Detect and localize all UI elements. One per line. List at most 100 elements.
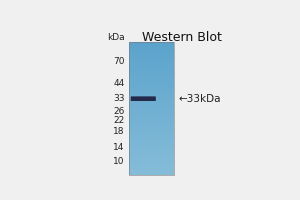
- Text: 22: 22: [113, 116, 125, 125]
- Bar: [129, 88, 173, 89]
- Text: Western Blot: Western Blot: [142, 31, 222, 44]
- Bar: [129, 148, 173, 149]
- Bar: [129, 112, 173, 113]
- Bar: [129, 96, 173, 97]
- Bar: [129, 137, 173, 138]
- Bar: [129, 126, 173, 127]
- Bar: [129, 133, 173, 134]
- Bar: [129, 79, 173, 80]
- Bar: [129, 62, 173, 63]
- Bar: [129, 149, 173, 150]
- Bar: [129, 45, 173, 46]
- Bar: [129, 116, 173, 117]
- Bar: [129, 89, 173, 90]
- FancyBboxPatch shape: [131, 96, 156, 101]
- Bar: [129, 94, 173, 95]
- Bar: [129, 168, 173, 169]
- Bar: [129, 132, 173, 133]
- Bar: [129, 104, 173, 105]
- Bar: [129, 125, 173, 126]
- Text: 33: 33: [113, 94, 125, 103]
- Bar: [129, 120, 173, 121]
- Bar: [129, 107, 173, 108]
- Bar: [129, 129, 173, 130]
- Bar: [129, 138, 173, 139]
- Bar: [129, 115, 173, 116]
- Bar: [129, 61, 173, 62]
- Bar: [129, 122, 173, 123]
- Bar: [129, 56, 173, 57]
- Bar: [129, 99, 173, 100]
- Bar: [129, 127, 173, 128]
- Bar: [129, 59, 173, 60]
- Bar: [129, 98, 173, 99]
- Bar: [129, 142, 173, 143]
- Bar: [129, 44, 173, 45]
- Bar: [129, 90, 173, 91]
- Bar: [129, 134, 173, 135]
- Bar: [129, 103, 173, 104]
- Bar: [129, 42, 173, 43]
- Bar: [129, 78, 173, 79]
- Bar: [129, 119, 173, 120]
- Bar: [129, 85, 173, 86]
- Bar: [129, 113, 173, 114]
- Bar: [129, 167, 173, 168]
- Bar: [129, 156, 173, 157]
- Bar: [129, 109, 173, 110]
- Text: 26: 26: [113, 107, 125, 116]
- Bar: [129, 173, 173, 174]
- Bar: [129, 144, 173, 145]
- Bar: [129, 136, 173, 137]
- Bar: [129, 68, 173, 69]
- Bar: [129, 106, 173, 107]
- Bar: [129, 169, 173, 170]
- Bar: [129, 57, 173, 58]
- Bar: [129, 154, 173, 155]
- Bar: [129, 64, 173, 65]
- Bar: [129, 47, 173, 48]
- Bar: [129, 43, 173, 44]
- Bar: [129, 82, 173, 83]
- Bar: [129, 162, 173, 163]
- Bar: [129, 152, 173, 153]
- Bar: [129, 159, 173, 160]
- Bar: [129, 60, 173, 61]
- Bar: [129, 97, 173, 98]
- Bar: [129, 48, 173, 49]
- Bar: [129, 150, 173, 151]
- Bar: [129, 130, 173, 131]
- Bar: [129, 86, 173, 87]
- Text: 10: 10: [113, 157, 125, 166]
- Bar: [129, 174, 173, 175]
- Bar: [129, 145, 173, 146]
- Bar: [129, 91, 173, 92]
- Bar: [129, 147, 173, 148]
- Bar: [129, 55, 173, 56]
- Bar: [129, 101, 173, 102]
- Bar: [129, 171, 173, 172]
- Bar: [129, 143, 173, 144]
- Text: 70: 70: [113, 57, 125, 66]
- Bar: [129, 151, 173, 152]
- Bar: [129, 67, 173, 68]
- Bar: [129, 75, 173, 76]
- Bar: [129, 50, 173, 51]
- Bar: [129, 124, 173, 125]
- Bar: [129, 77, 173, 78]
- Bar: [129, 102, 173, 103]
- Bar: [129, 160, 173, 161]
- Bar: [129, 139, 173, 140]
- Bar: [129, 51, 173, 52]
- Bar: [129, 114, 173, 115]
- Bar: [129, 153, 173, 154]
- Bar: [129, 108, 173, 109]
- Bar: [129, 161, 173, 162]
- Bar: [129, 165, 173, 166]
- Bar: [129, 71, 173, 72]
- Bar: [129, 100, 173, 101]
- Bar: [129, 84, 173, 85]
- Bar: [129, 72, 173, 73]
- Text: 18: 18: [113, 127, 125, 136]
- Bar: [129, 121, 173, 122]
